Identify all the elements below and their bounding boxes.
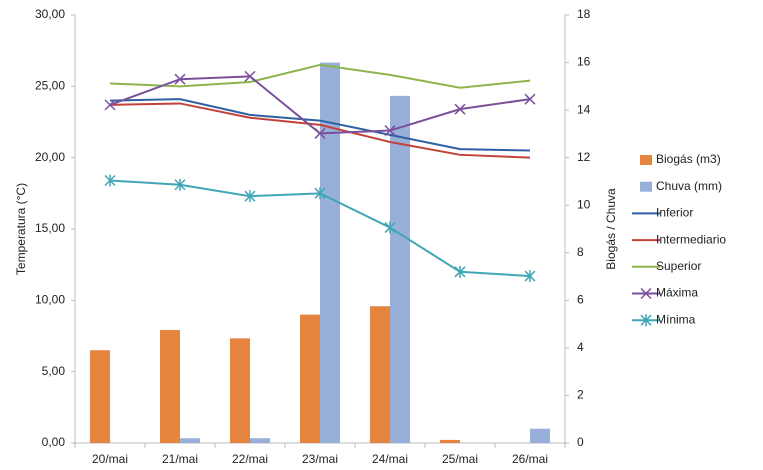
marker bbox=[524, 270, 536, 283]
x-tick-label: 22/mai bbox=[232, 452, 268, 466]
y2-tick-label: 10 bbox=[577, 197, 591, 211]
bar bbox=[320, 62, 340, 444]
marker bbox=[244, 70, 256, 82]
bar bbox=[230, 338, 250, 443]
bar bbox=[390, 95, 410, 443]
marker bbox=[104, 174, 116, 187]
bar bbox=[370, 306, 390, 443]
marker bbox=[384, 221, 396, 234]
x-tick-label: 26/mai bbox=[512, 452, 548, 466]
y2-tick-label: 4 bbox=[577, 340, 584, 354]
y-tick-label: 5,00 bbox=[42, 364, 66, 378]
legend-label: Inferior bbox=[656, 206, 693, 220]
marker-stroke bbox=[314, 127, 326, 139]
marker bbox=[314, 187, 326, 200]
marker bbox=[244, 190, 256, 203]
y2-tick-label: 14 bbox=[577, 102, 591, 116]
legend-label: Mínima bbox=[656, 312, 696, 326]
x-tick-label: 23/mai bbox=[302, 452, 338, 466]
legend-swatch bbox=[640, 155, 652, 165]
marker-stroke bbox=[174, 73, 186, 85]
marker bbox=[174, 178, 186, 191]
y-tick-label: 30,00 bbox=[35, 7, 65, 21]
bar bbox=[90, 350, 110, 443]
legend-label: Intermediario bbox=[656, 232, 726, 246]
legend-marker-stroke bbox=[640, 287, 652, 300]
marker bbox=[454, 103, 466, 115]
marker bbox=[524, 93, 536, 105]
legend-swatch bbox=[640, 181, 652, 192]
y2-tick-label: 16 bbox=[577, 55, 591, 69]
y2-tick-label: 18 bbox=[577, 7, 591, 21]
line bbox=[109, 98, 531, 152]
marker bbox=[454, 265, 466, 278]
marker bbox=[104, 99, 116, 111]
y2-axis-label: Biogás / Chuva bbox=[604, 188, 618, 270]
y2-tick-label: 0 bbox=[577, 435, 584, 449]
y-tick-label: 15,00 bbox=[35, 221, 65, 235]
y2-tick-label: 8 bbox=[577, 245, 584, 259]
marker bbox=[384, 125, 396, 137]
legend-marker bbox=[640, 287, 652, 300]
marker-stroke bbox=[524, 93, 536, 105]
y-tick-label: 20,00 bbox=[35, 150, 65, 164]
bar bbox=[180, 438, 200, 443]
marker-stroke bbox=[104, 99, 116, 111]
bar bbox=[160, 330, 180, 443]
y-tick-label: 25,00 bbox=[35, 79, 65, 93]
y-tick-label: 10,00 bbox=[35, 293, 65, 307]
legend-label: Superior bbox=[656, 259, 701, 273]
legend-label: Biogás (m3) bbox=[656, 152, 721, 166]
marker-stroke bbox=[384, 125, 396, 137]
line bbox=[109, 63, 531, 89]
x-tick-label: 20/mai bbox=[92, 452, 128, 466]
y-axis-label: Temperatura (°C) bbox=[14, 183, 28, 275]
y-tick-label: 0,00 bbox=[42, 435, 66, 449]
x-tick-label: 21/mai bbox=[162, 452, 198, 466]
x-tick-label: 24/mai bbox=[372, 452, 408, 466]
y2-tick-label: 2 bbox=[577, 388, 584, 402]
legend-marker bbox=[640, 314, 652, 327]
marker-stroke bbox=[454, 103, 466, 115]
x-tick-label: 25/mai bbox=[442, 452, 478, 466]
marker bbox=[314, 127, 326, 139]
bar bbox=[440, 439, 460, 443]
marker bbox=[174, 73, 186, 85]
marker-stroke bbox=[244, 70, 256, 82]
legend-label: Máxima bbox=[656, 286, 698, 300]
y2-tick-label: 6 bbox=[577, 293, 584, 307]
legend-label: Chuva (mm) bbox=[656, 179, 722, 193]
line bbox=[109, 102, 531, 159]
bar bbox=[530, 428, 550, 443]
bar bbox=[300, 314, 320, 443]
y2-tick-label: 12 bbox=[577, 150, 591, 164]
bar bbox=[250, 438, 270, 443]
